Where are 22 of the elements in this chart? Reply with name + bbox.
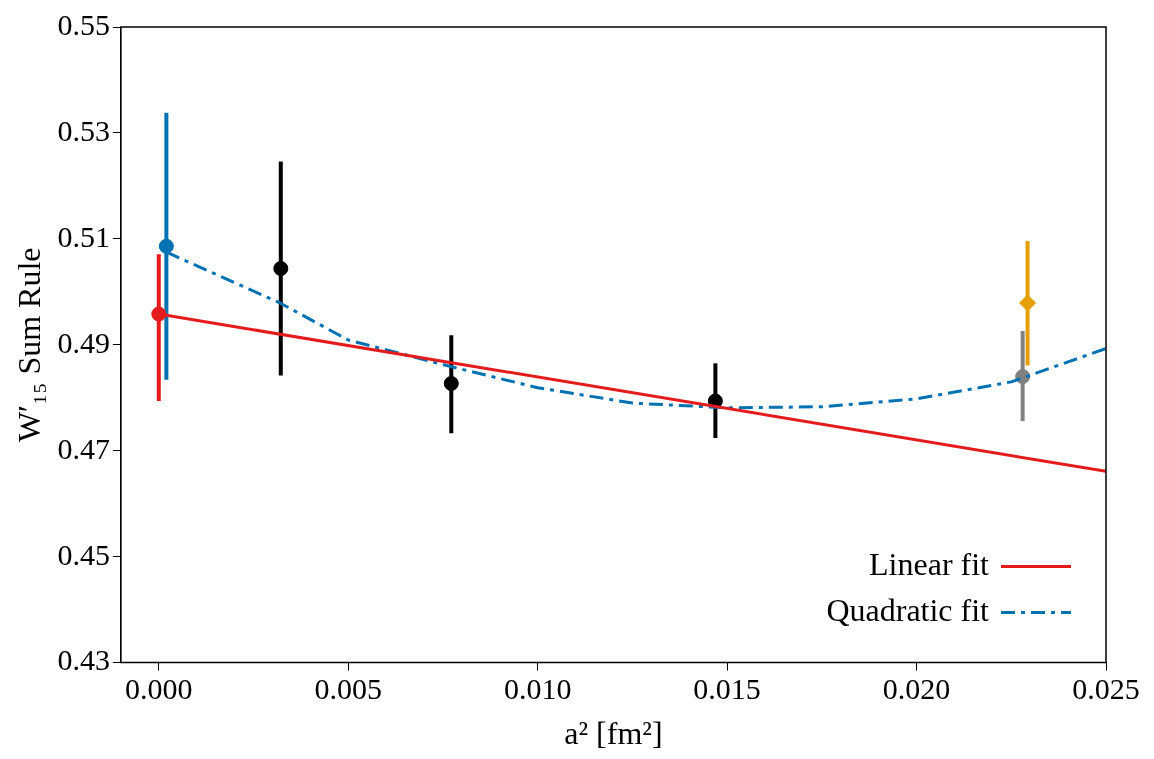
x-tick-label: 0.000 — [125, 672, 193, 706]
y-tick-label: 0.45 — [57, 537, 110, 571]
point — [443, 375, 459, 391]
y-axis-title: W′₁₅ Sum Rule — [10, 247, 47, 443]
x-tick-label: 0.025 — [1072, 672, 1140, 706]
point — [1019, 294, 1037, 312]
x-tick-label: 0.020 — [882, 672, 951, 706]
y-tick-label: 0.47 — [57, 431, 110, 465]
x-axis-title: a² [fm²] — [564, 715, 663, 752]
legend-label: Linear fit — [869, 546, 990, 583]
y-tick-label: 0.49 — [57, 325, 110, 359]
point — [273, 261, 289, 277]
x-tick-label: 0.015 — [693, 672, 761, 706]
y-tick-label: 0.43 — [57, 643, 110, 677]
legend-label: Quadratic fit — [826, 592, 990, 629]
point — [151, 306, 167, 322]
x-tick-label: 0.005 — [314, 672, 382, 706]
y-tick-label: 0.53 — [57, 113, 110, 147]
x-tick-label: 0.010 — [503, 672, 572, 706]
y-tick-label: 0.51 — [57, 219, 110, 253]
point — [158, 238, 174, 254]
y-tick-label: 0.55 — [57, 7, 110, 41]
